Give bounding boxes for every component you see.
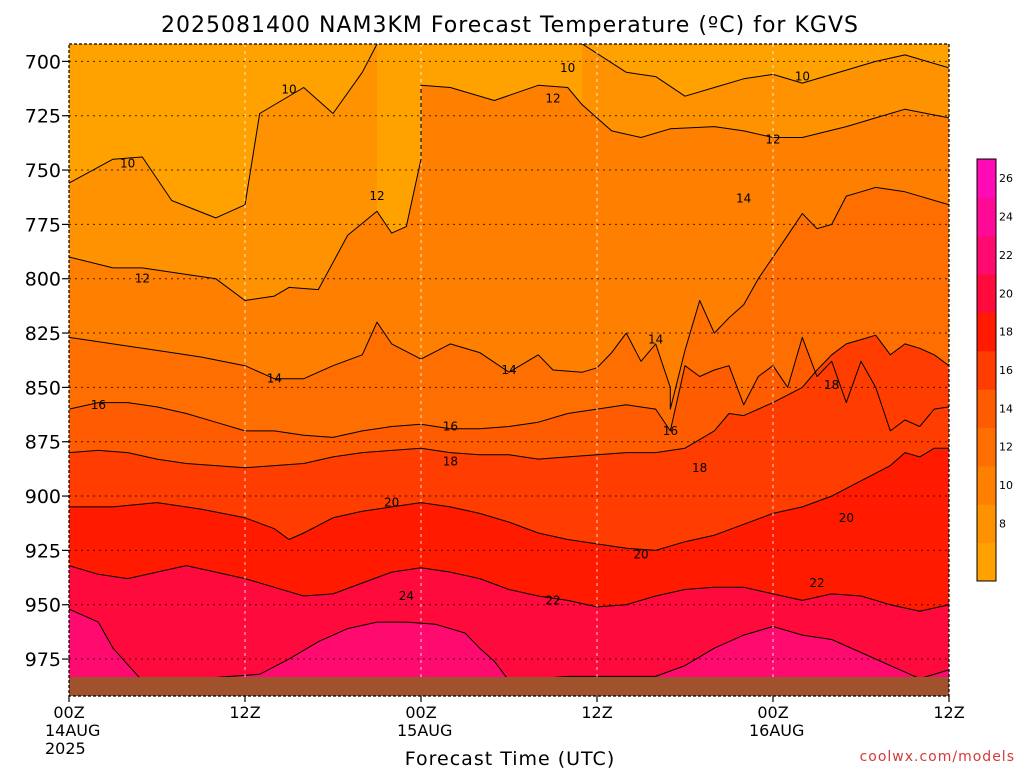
isotherm-label-12: 16 <box>91 398 106 412</box>
isotherm-label-9: 14 <box>501 363 516 377</box>
x-tick-label-24-1: 15AUG <box>397 721 452 740</box>
x-axis-label: Forecast Time (UTC) <box>405 748 615 768</box>
isotherm-label-13: 16 <box>443 420 458 434</box>
x-tick-label-36-0: 12Z <box>581 703 612 722</box>
colorbar-swatch-10 <box>977 465 996 505</box>
y-tick-label-700: 700 <box>25 51 61 73</box>
x-tick-label-24-0: 00Z <box>405 703 436 722</box>
y-tick-label-875: 875 <box>25 432 61 454</box>
isotherm-label-20: 20 <box>839 511 854 525</box>
y-tick-label-925: 925 <box>25 540 61 562</box>
y-axis: 700 725 750 775 800 825 850 875 900 925 950 975 <box>25 51 69 671</box>
isotherm-label-3: 10 <box>795 70 810 84</box>
colorbar-swatch-12 <box>977 427 996 467</box>
isotherm-label-6: 12 <box>545 91 560 105</box>
isotherm-label-14: 16 <box>663 424 678 438</box>
isotherm-label-1: 10 <box>281 83 296 97</box>
isotherm-10-0 <box>69 44 378 219</box>
isotherm-10-1 <box>582 44 949 97</box>
x-tick-label-12-0: 12Z <box>229 703 260 722</box>
terrain-ground <box>69 677 949 696</box>
colorbar-label-16: 16 <box>999 364 1013 377</box>
colorbar-label-20: 20 <box>999 287 1013 300</box>
x-tick-label-0-1: 14AUG <box>45 721 100 740</box>
isotherm-label-19: 20 <box>633 548 648 562</box>
watermark: coolwx.com/models <box>860 749 1015 765</box>
y-tick-label-975: 975 <box>25 649 61 671</box>
colorbar-label-12: 12 <box>999 441 1013 454</box>
colorbar-label-22: 22 <box>999 249 1013 262</box>
colorbar-swatch-16 <box>977 350 996 390</box>
isotherm-16-4 <box>69 336 949 438</box>
isotherm-label-0: 10 <box>120 157 135 171</box>
isotherm-18-5 <box>69 334 949 469</box>
x-tick-label-0-0: 00Z <box>53 703 84 722</box>
colorbar-legend: 8 10 12 14 16 18 20 22 24 26 <box>976 158 1013 582</box>
colorbar-swatch-26 <box>977 159 996 198</box>
colorbar-frame <box>976 158 997 582</box>
y-tick-label-800: 800 <box>25 269 61 291</box>
isotherm-label-15: 18 <box>443 454 458 468</box>
plot-frame <box>68 43 950 697</box>
isotherm-label-21: 22 <box>545 593 560 607</box>
isotherm-label-16: 18 <box>692 461 707 475</box>
isotherm-label-22: 22 <box>809 576 824 590</box>
grid-lines <box>69 44 949 696</box>
isotherm-label-23: 24 <box>399 589 414 603</box>
isotherm-label-7: 12 <box>765 133 780 147</box>
colorbar-swatch-14 <box>977 389 996 429</box>
colorbar-swatch-20 <box>977 274 996 313</box>
x-tick-label-48-0: 00Z <box>757 703 788 722</box>
y-tick-label-825: 825 <box>25 323 61 345</box>
band-fill-24-8 <box>69 609 949 696</box>
colorbar-swatch-6 <box>977 542 996 582</box>
x-tick-label-0-2: 2025 <box>45 739 86 758</box>
chart-title: 2025081400 NAM3KM Forecast Temperature (… <box>161 13 859 38</box>
colorbar-swatch-22 <box>977 235 996 275</box>
isotherm-22-7 <box>69 565 949 612</box>
isotherm-label-17: 18 <box>824 378 839 392</box>
y-tick-label-850: 850 <box>25 377 61 399</box>
isotherm-labels: 10 10 10 10 12 12 12 12 14 14 14 14 16 16 16 18 18 18 20 20… <box>91 61 854 607</box>
isotherm-label-8: 14 <box>267 372 282 386</box>
colorbar-swatch-18 <box>977 312 996 352</box>
isotherm-label-2: 10 <box>560 61 575 75</box>
y-tick-label-775: 775 <box>25 214 61 236</box>
isotherm-label-11: 14 <box>736 191 751 205</box>
colorbar-label-18: 18 <box>999 326 1013 339</box>
plot-area: 10 10 10 10 12 12 12 12 14 14 14 14 16 16 16 18 18 18 20 20… <box>68 43 950 697</box>
isotherm-label-4: 12 <box>135 272 150 286</box>
y-tick-label-725: 725 <box>25 106 61 128</box>
colorbar-label-8: 8 <box>999 517 1006 530</box>
isotherm-label-18: 20 <box>384 496 399 510</box>
y-tick-label-750: 750 <box>25 160 61 182</box>
isotherm-label-10: 14 <box>648 333 663 347</box>
colorbar-label-14: 14 <box>999 402 1013 415</box>
x-tick-label-60-0: 12Z <box>933 703 964 722</box>
colorbar-label-10: 10 <box>999 479 1013 492</box>
colorbar-label-24: 24 <box>999 211 1013 224</box>
y-tick-label-900: 900 <box>25 486 61 508</box>
colorbar-swatch-8 <box>977 504 996 544</box>
isotherm-14-3 <box>69 186 949 410</box>
temperature-fill-bands <box>69 44 949 696</box>
x-tick-label-48-1: 16AUG <box>749 721 804 740</box>
y-tick-label-950: 950 <box>25 595 61 617</box>
isotherm-label-5: 12 <box>369 189 384 203</box>
colorbar-swatch-24 <box>977 197 996 237</box>
isotherm-20-6 <box>69 447 949 551</box>
colorbar-label-26: 26 <box>999 172 1013 185</box>
